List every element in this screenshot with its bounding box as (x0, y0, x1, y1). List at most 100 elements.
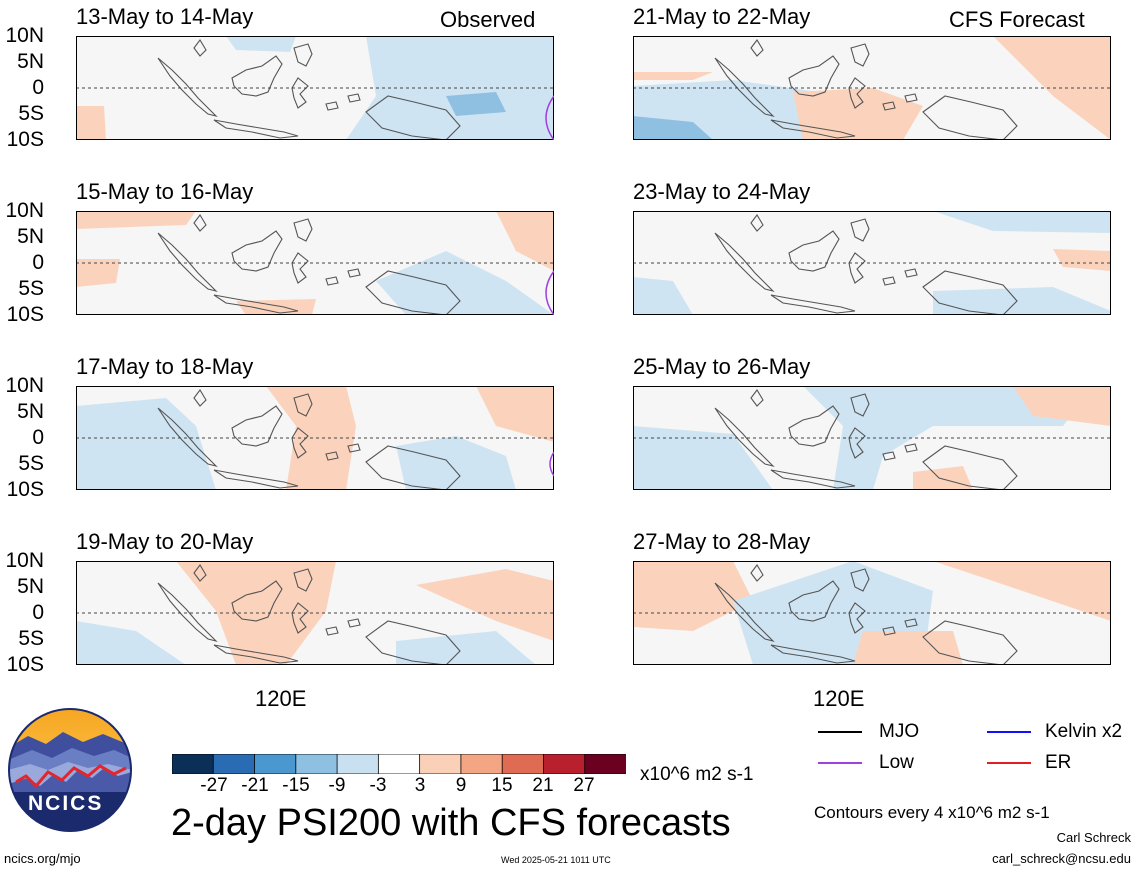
footer-timestamp: Wed 2025-05-21 1011 UTC (501, 855, 611, 865)
anomaly-shading (496, 211, 554, 271)
anomaly-shading (933, 561, 1111, 621)
map-panel (76, 561, 554, 665)
coastline (293, 568, 313, 592)
coastline (213, 294, 299, 314)
coastline (922, 270, 1018, 315)
coastline (770, 119, 856, 139)
coastline (922, 620, 1018, 665)
panel-title: 17-May to 18-May (76, 354, 254, 379)
anomaly-shading (1053, 249, 1111, 271)
colorbar-swatch (212, 754, 256, 774)
lat-label: 10S (6, 653, 44, 676)
coastline (848, 252, 866, 284)
coastline (750, 39, 764, 57)
lat-label: 0 (32, 426, 44, 449)
lat-label: 0 (32, 76, 44, 99)
coastline (788, 55, 840, 97)
lat-label: 5N (17, 225, 44, 248)
legend-label: MJO (879, 721, 920, 742)
coastline (848, 427, 866, 459)
panel-title: 27-May to 28-May (633, 529, 811, 554)
panel-title: 23-May to 24-May (633, 179, 811, 204)
coastline (157, 232, 218, 293)
map-frame (633, 386, 1111, 490)
colorbar-tick: 21 (532, 775, 554, 796)
coastline (882, 626, 896, 636)
ncics-logo: NCICS (8, 708, 132, 837)
map-frame (76, 36, 554, 140)
panel-title: 15-May to 16-May (76, 179, 254, 204)
anomaly-shading (76, 621, 186, 665)
anomaly-shading (446, 92, 506, 116)
contour-note: Contours every 4 x10^6 m2 s-1 (814, 803, 1050, 822)
coastline (904, 268, 918, 278)
panel-title: 25-May to 26-May (633, 354, 811, 379)
coastline (325, 276, 339, 286)
colorbar-swatch (336, 754, 380, 774)
colorbar-swatch (377, 754, 421, 774)
coastline (347, 443, 361, 453)
coastline (714, 57, 775, 118)
coastline (231, 230, 283, 272)
lat-label: 5S (18, 102, 44, 125)
map-frame (76, 386, 554, 490)
coastline (293, 393, 313, 417)
map-panel (76, 211, 554, 315)
lat-label: 5S (18, 452, 44, 475)
colorbar-swatch (254, 754, 297, 774)
colorbar-swatches (172, 754, 626, 774)
anomaly-shading (633, 72, 713, 80)
coastline (714, 582, 775, 643)
coastline (750, 564, 764, 582)
coastline (213, 644, 299, 664)
legend-swatch-er (987, 762, 1031, 764)
coastline (850, 568, 870, 592)
coastline (922, 95, 1018, 140)
coastline (347, 618, 361, 628)
coastline (770, 469, 856, 489)
anomaly-shading (993, 36, 1111, 140)
panel-title: 19-May to 20-May (76, 529, 254, 554)
coastline (882, 276, 896, 286)
lat-label: 5N (17, 400, 44, 423)
coastline (293, 218, 313, 242)
colorbar-tick: 9 (455, 775, 467, 796)
coastline (291, 77, 309, 109)
coastline (365, 445, 461, 490)
anomaly-shading (633, 426, 773, 490)
coastline (714, 407, 775, 468)
legend-swatch-kelvin (987, 731, 1031, 733)
anomaly-shading (853, 631, 963, 665)
colorbar-swatch (584, 754, 626, 774)
legend-label: ER (1045, 752, 1072, 773)
panel-tag: Observed (440, 7, 536, 32)
anomaly-shading (226, 36, 296, 52)
map-frame (633, 36, 1111, 140)
colorbar-units: x10^6 m2 s-1 (640, 764, 754, 785)
colorbar-swatch (543, 754, 586, 774)
anomaly-shading (633, 561, 753, 631)
map-frame (633, 211, 1111, 315)
footer-email: carl_schreck@ncsu.edu (992, 851, 1131, 866)
anomaly-shading (803, 386, 1093, 490)
coastline (904, 443, 918, 453)
anomaly-shading (476, 386, 554, 442)
lat-label: 5N (17, 50, 44, 73)
lat-label: 10N (5, 24, 44, 47)
coastline (770, 294, 856, 314)
coastline (904, 618, 918, 628)
footer-author: Carl Schreck (1056, 830, 1131, 845)
coastline (325, 451, 339, 461)
colorbar-swatch (172, 754, 215, 774)
colorbar-tick: 3 (414, 775, 426, 796)
legend-swatch-mjo (818, 731, 862, 733)
panel-title: 13-May to 14-May (76, 4, 254, 29)
lat-label: 10S (6, 303, 44, 326)
map-frame (633, 561, 1111, 665)
lon-label: 120E (813, 686, 865, 711)
anomaly-shading (76, 398, 216, 490)
coastline (231, 55, 283, 97)
anomaly-shading (376, 251, 554, 315)
colorbar-tick: -3 (369, 775, 387, 796)
coastline (365, 620, 461, 665)
